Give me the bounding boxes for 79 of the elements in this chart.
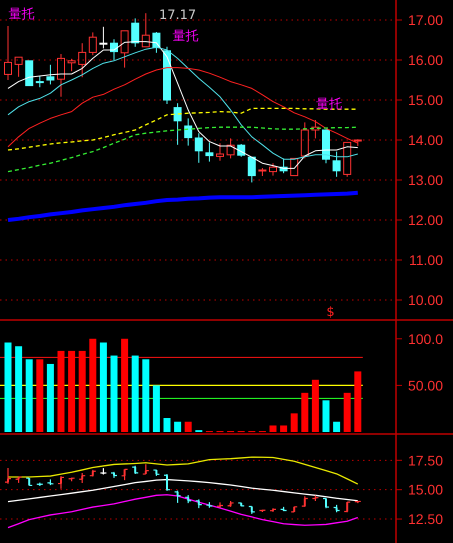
bar — [174, 422, 182, 432]
candlestick — [15, 476, 22, 484]
candlestick — [206, 502, 213, 508]
line-series — [6, 190, 360, 222]
candlestick — [227, 500, 234, 508]
bar — [121, 338, 128, 432]
y-tick-label: 15.00 — [408, 482, 444, 498]
annotation: 量托 — [172, 29, 199, 44]
line-series — [7, 126, 358, 172]
y-tick-label: 12.00 — [408, 212, 444, 228]
line-series — [8, 67, 358, 148]
bar — [36, 359, 44, 432]
bar — [142, 359, 150, 432]
y-tick-label: 15.00 — [408, 92, 444, 108]
bar — [46, 364, 54, 432]
bar — [164, 418, 170, 432]
bar — [344, 392, 351, 432]
bar — [100, 342, 107, 432]
candlestick — [184, 118, 192, 146]
bar — [132, 356, 139, 432]
y-tick-label: 13.00 — [408, 172, 444, 188]
bar — [322, 400, 330, 432]
candlestick — [195, 498, 202, 509]
candlestick — [142, 464, 150, 475]
candlestick — [132, 465, 139, 475]
bar — [110, 356, 118, 432]
candlestick — [216, 502, 224, 508]
candlestick — [152, 469, 160, 476]
candlestick — [110, 471, 118, 479]
bar — [333, 422, 340, 432]
bar — [280, 425, 288, 432]
bar — [4, 342, 12, 432]
bar — [312, 380, 319, 432]
bar — [89, 338, 96, 432]
candlestick — [78, 472, 86, 484]
candlestick — [78, 42, 86, 78]
y-tick-label: 11.00 — [409, 252, 444, 268]
line-series — [7, 478, 358, 502]
annotation: 量托 — [316, 97, 342, 112]
bar — [152, 385, 160, 432]
candlestick — [194, 132, 203, 164]
annotation: $ — [326, 305, 335, 320]
candlestick — [248, 506, 256, 514]
bar — [78, 350, 86, 432]
candlestick — [333, 504, 340, 513]
candlestick — [290, 506, 298, 512]
bar — [68, 350, 76, 432]
line-series — [7, 456, 358, 485]
y-tick-label: 14.00 — [408, 132, 444, 148]
candlestick — [332, 151, 341, 178]
candlestick — [68, 476, 76, 482]
candlestick — [322, 498, 330, 509]
bar — [26, 359, 33, 432]
candlestick — [312, 494, 319, 502]
y-tick-label: 12.50 — [408, 511, 444, 528]
bar — [184, 422, 192, 432]
y-tick-label: 100.0 — [408, 330, 444, 347]
y-tick-label: 17.00 — [408, 12, 444, 28]
candlestick — [280, 506, 288, 512]
candlestick — [89, 469, 96, 478]
annotation: 17.17 — [158, 8, 196, 23]
candlestick — [46, 478, 54, 486]
bar — [290, 413, 298, 432]
annotation: 量托 — [8, 7, 34, 22]
bar — [58, 350, 64, 432]
candlestick — [4, 26, 12, 80]
bar — [15, 346, 22, 432]
bar — [270, 425, 276, 432]
candlestick — [184, 494, 192, 504]
y-tick-label: 10.00 — [408, 292, 444, 308]
y-tick-label: 16.00 — [408, 52, 444, 68]
bar — [301, 392, 308, 432]
bar — [354, 371, 362, 432]
candlestick — [238, 502, 245, 507]
candlestick — [26, 478, 33, 486]
candlestick — [100, 468, 107, 476]
y-tick-label: 50.00 — [408, 377, 444, 394]
candlestick — [205, 142, 214, 162]
y-tick-label: 17.50 — [408, 452, 444, 468]
